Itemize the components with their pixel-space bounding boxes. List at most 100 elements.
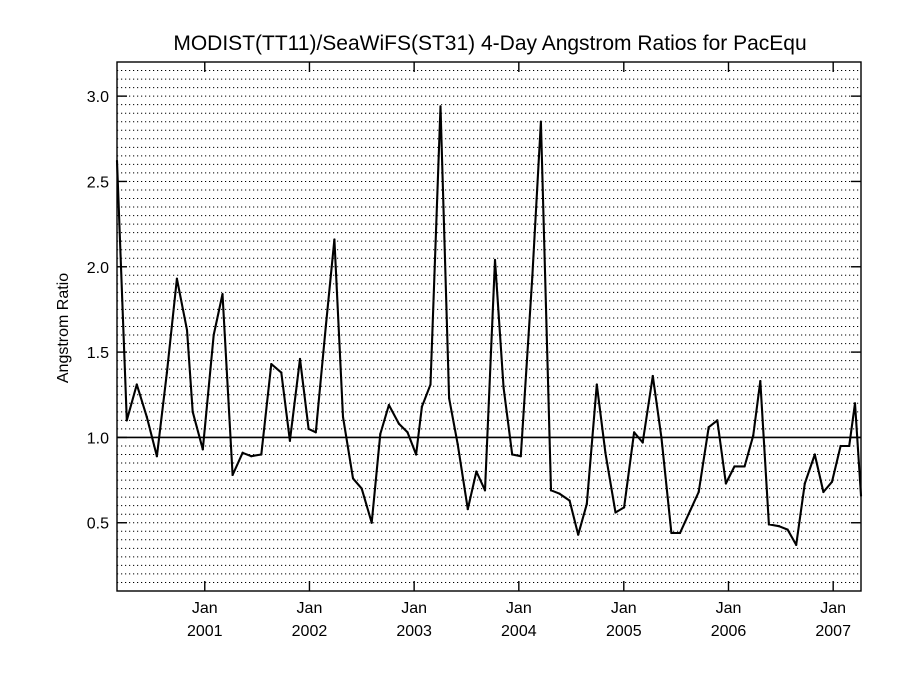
x-tick-year: 2004 bbox=[501, 623, 537, 640]
data-point bbox=[641, 441, 644, 444]
x-tick-month: Jan bbox=[192, 600, 218, 617]
data-point bbox=[733, 465, 736, 468]
data-point bbox=[670, 531, 673, 535]
data-point bbox=[786, 528, 789, 531]
data-point bbox=[777, 525, 781, 528]
data-point bbox=[822, 490, 825, 494]
plot-frame bbox=[116, 61, 862, 592]
y-axis-label: Angstrom Ratio bbox=[55, 273, 72, 383]
x-tick-month: Jan bbox=[611, 600, 637, 617]
data-point bbox=[660, 436, 663, 439]
data-point bbox=[475, 470, 478, 473]
data-point bbox=[175, 277, 179, 280]
data-point bbox=[212, 333, 215, 337]
gridlines bbox=[117, 70, 861, 583]
data-point bbox=[511, 453, 514, 456]
data-point bbox=[270, 362, 273, 366]
data-point bbox=[466, 507, 469, 511]
x-tick-year: 2006 bbox=[711, 623, 747, 640]
data-point bbox=[493, 258, 497, 262]
data-point bbox=[795, 543, 798, 547]
x-tick-month: Jan bbox=[506, 600, 532, 617]
data-point bbox=[231, 473, 234, 477]
data-point bbox=[651, 374, 654, 378]
data-point bbox=[307, 427, 310, 430]
data-point bbox=[853, 402, 857, 405]
data-point bbox=[767, 523, 771, 526]
y-tick-label: 1.0 bbox=[87, 430, 109, 447]
data-point bbox=[370, 521, 373, 524]
data-point bbox=[288, 439, 292, 442]
chart-title: MODIST(TT11)/SeaWiFS(ST31) 4-Day Angstro… bbox=[173, 32, 806, 55]
x-tick-year: 2003 bbox=[396, 623, 432, 640]
x-tick-year: 2005 bbox=[606, 623, 642, 640]
data-point bbox=[707, 426, 710, 429]
data-point bbox=[803, 482, 806, 485]
data-point bbox=[125, 419, 128, 422]
data-point bbox=[830, 480, 834, 483]
data-point bbox=[839, 444, 842, 448]
data-point bbox=[185, 328, 189, 332]
x-tick-year: 2001 bbox=[187, 623, 223, 640]
data-point bbox=[387, 403, 391, 407]
data-point bbox=[221, 292, 224, 296]
data-point bbox=[577, 533, 580, 536]
data-point bbox=[429, 383, 432, 386]
data-point bbox=[558, 492, 561, 495]
y-tick-label: 1.5 bbox=[87, 345, 109, 362]
data-point bbox=[260, 453, 263, 456]
axes: 0.5 1.0 1.5 2.0 2.5 3.0 Jan 2001 Jan 2002 Jan 2003 J… bbox=[87, 62, 861, 640]
data-point bbox=[549, 489, 553, 492]
data-point bbox=[298, 357, 302, 361]
data-point bbox=[483, 489, 487, 492]
data-point bbox=[191, 410, 194, 413]
data-point bbox=[456, 443, 459, 446]
data-point bbox=[716, 419, 719, 422]
data-point bbox=[333, 238, 336, 241]
data-point bbox=[633, 431, 636, 434]
data-point bbox=[502, 386, 505, 390]
x-tick-month: Jan bbox=[401, 600, 427, 617]
data-point bbox=[397, 422, 401, 425]
x-tick-month: Jan bbox=[716, 600, 742, 617]
y-tick-label: 0.5 bbox=[87, 516, 109, 533]
y-tick-label: 3.0 bbox=[87, 89, 109, 106]
data-point bbox=[752, 434, 755, 437]
data-point bbox=[145, 415, 148, 419]
x-tick-month: Jan bbox=[820, 600, 846, 617]
data-point bbox=[324, 325, 327, 328]
data-point bbox=[165, 371, 169, 374]
data-point bbox=[155, 455, 158, 458]
data-point bbox=[743, 465, 746, 468]
data-point bbox=[314, 431, 317, 434]
data-point bbox=[595, 383, 598, 386]
data-point bbox=[604, 451, 607, 454]
data-point bbox=[420, 405, 423, 408]
data-point bbox=[341, 415, 345, 419]
y-tick-label: 2.5 bbox=[87, 174, 109, 191]
data-point bbox=[813, 453, 816, 456]
data-point bbox=[379, 432, 382, 436]
y-tick-label: 2.0 bbox=[87, 260, 109, 277]
x-tick-year: 2007 bbox=[815, 623, 851, 640]
data-point bbox=[585, 502, 588, 506]
data-point bbox=[759, 380, 762, 383]
x-tick-month: Jan bbox=[297, 600, 323, 617]
data-point bbox=[415, 453, 418, 456]
data-point bbox=[688, 509, 692, 512]
data-point bbox=[697, 490, 700, 494]
x-tick-year: 2002 bbox=[292, 623, 328, 640]
data-point bbox=[448, 397, 451, 400]
data-point bbox=[351, 477, 355, 480]
data-point bbox=[539, 120, 543, 123]
series-line bbox=[115, 105, 863, 546]
data-point bbox=[848, 444, 851, 448]
data-point bbox=[678, 531, 682, 535]
data-point bbox=[614, 511, 617, 514]
data-point bbox=[568, 499, 571, 502]
data-point bbox=[360, 487, 363, 490]
data-point bbox=[201, 448, 204, 451]
data-point bbox=[406, 431, 409, 434]
data-point bbox=[280, 371, 283, 374]
